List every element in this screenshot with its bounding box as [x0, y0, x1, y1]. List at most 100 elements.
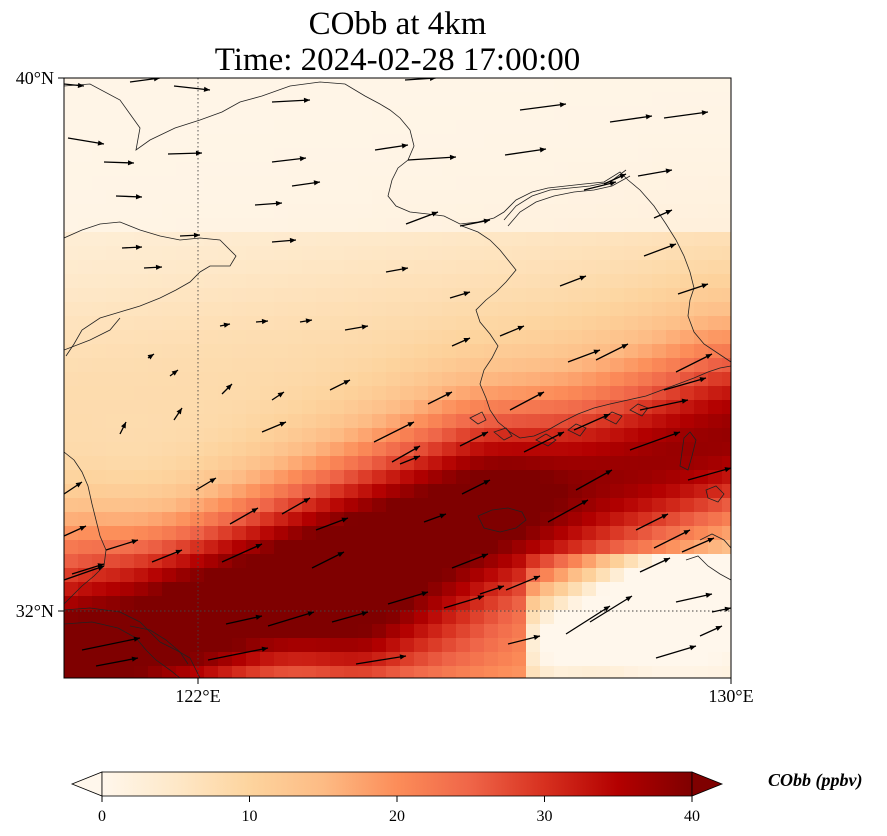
field-cell — [218, 232, 233, 247]
field-cell — [428, 330, 443, 345]
field-cell — [456, 78, 471, 93]
field-cell — [134, 568, 149, 583]
field-cell — [288, 120, 303, 135]
field-cell — [414, 260, 429, 275]
field-cell — [386, 568, 401, 583]
field-cell — [470, 330, 485, 345]
field-cell — [92, 400, 107, 415]
field-cell — [64, 652, 79, 667]
field-cell — [470, 456, 485, 471]
field-cell — [554, 190, 569, 205]
field-cell — [386, 358, 401, 373]
field-cell — [344, 134, 359, 149]
field-cell — [274, 484, 289, 499]
field-cell — [372, 428, 387, 443]
coastline-shandong — [64, 317, 121, 351]
field-cell — [120, 316, 135, 331]
field-cell — [330, 302, 345, 317]
wind-arrow-shaft — [509, 391, 545, 411]
field-cell — [414, 428, 429, 443]
field-cell — [162, 358, 177, 373]
field-cell — [78, 428, 93, 443]
field-cell — [176, 120, 191, 135]
field-cell — [106, 470, 121, 485]
field-cell — [638, 428, 653, 443]
field-cell — [568, 666, 583, 678]
field-cell — [638, 330, 653, 345]
field-cell — [274, 400, 289, 415]
wind-arrow-shaft — [655, 645, 697, 659]
field-cell — [372, 204, 387, 219]
field-cell — [442, 316, 457, 331]
field-cell — [526, 316, 541, 331]
wind-arrow-head — [401, 143, 408, 149]
x-tick-label: 130°E — [708, 686, 753, 706]
field-cell — [134, 232, 149, 247]
wind-arrow-shaft — [387, 591, 429, 605]
field-cell — [176, 260, 191, 275]
field-cell — [120, 582, 135, 597]
field-cell — [526, 652, 541, 667]
field-cell — [386, 232, 401, 247]
field-cell — [526, 232, 541, 247]
field-cell — [302, 162, 317, 177]
field-cell — [386, 512, 401, 527]
field-cell — [302, 232, 317, 247]
wind-arrow-shaft — [639, 399, 689, 411]
field-cell — [680, 260, 695, 275]
field-cell — [358, 204, 373, 219]
wind-arrow-shaft — [225, 615, 263, 625]
wind-arrow-head — [225, 384, 232, 391]
field-cell — [64, 554, 79, 569]
field-cell — [708, 526, 723, 541]
field-cell — [330, 204, 345, 219]
field-cell — [694, 652, 709, 667]
field-cell — [204, 302, 219, 317]
field-cell — [92, 204, 107, 219]
field-cell — [358, 106, 373, 121]
field-cell — [596, 148, 611, 163]
field-cell — [218, 92, 233, 107]
field-cell — [204, 582, 219, 597]
field-cell — [106, 204, 121, 219]
field-cell — [78, 106, 93, 121]
field-cell — [582, 666, 597, 678]
field-cell — [302, 470, 317, 485]
field-cell — [442, 372, 457, 387]
field-cell — [148, 120, 163, 135]
field-cell — [358, 232, 373, 247]
field-cell — [176, 456, 191, 471]
field-cell — [316, 204, 331, 219]
field-cell — [428, 596, 443, 611]
field-cell — [666, 414, 681, 429]
field-cell — [148, 204, 163, 219]
field-cell — [652, 358, 667, 373]
field-cell — [372, 358, 387, 373]
field-cell — [92, 78, 107, 93]
field-cell — [582, 106, 597, 121]
field-cell — [498, 204, 513, 219]
field-cell — [428, 148, 443, 163]
field-cell — [274, 526, 289, 541]
field-cell — [540, 512, 555, 527]
field-cell — [554, 344, 569, 359]
field-cell — [484, 484, 499, 499]
field-cell — [414, 344, 429, 359]
field-cell — [442, 232, 457, 247]
field-cell — [652, 582, 667, 597]
field-cell — [652, 260, 667, 275]
field-cell — [624, 232, 639, 247]
field-cell — [428, 526, 443, 541]
field-cell — [540, 456, 555, 471]
field-cell — [498, 484, 513, 499]
field-cell — [722, 274, 731, 289]
field-cell — [666, 582, 681, 597]
field-cell — [610, 442, 625, 457]
field-cell — [302, 652, 317, 667]
field-cell — [484, 330, 499, 345]
field-cell — [232, 204, 247, 219]
field-cell — [414, 386, 429, 401]
field-cell — [120, 386, 135, 401]
field-cell — [274, 120, 289, 135]
field-cell — [652, 120, 667, 135]
